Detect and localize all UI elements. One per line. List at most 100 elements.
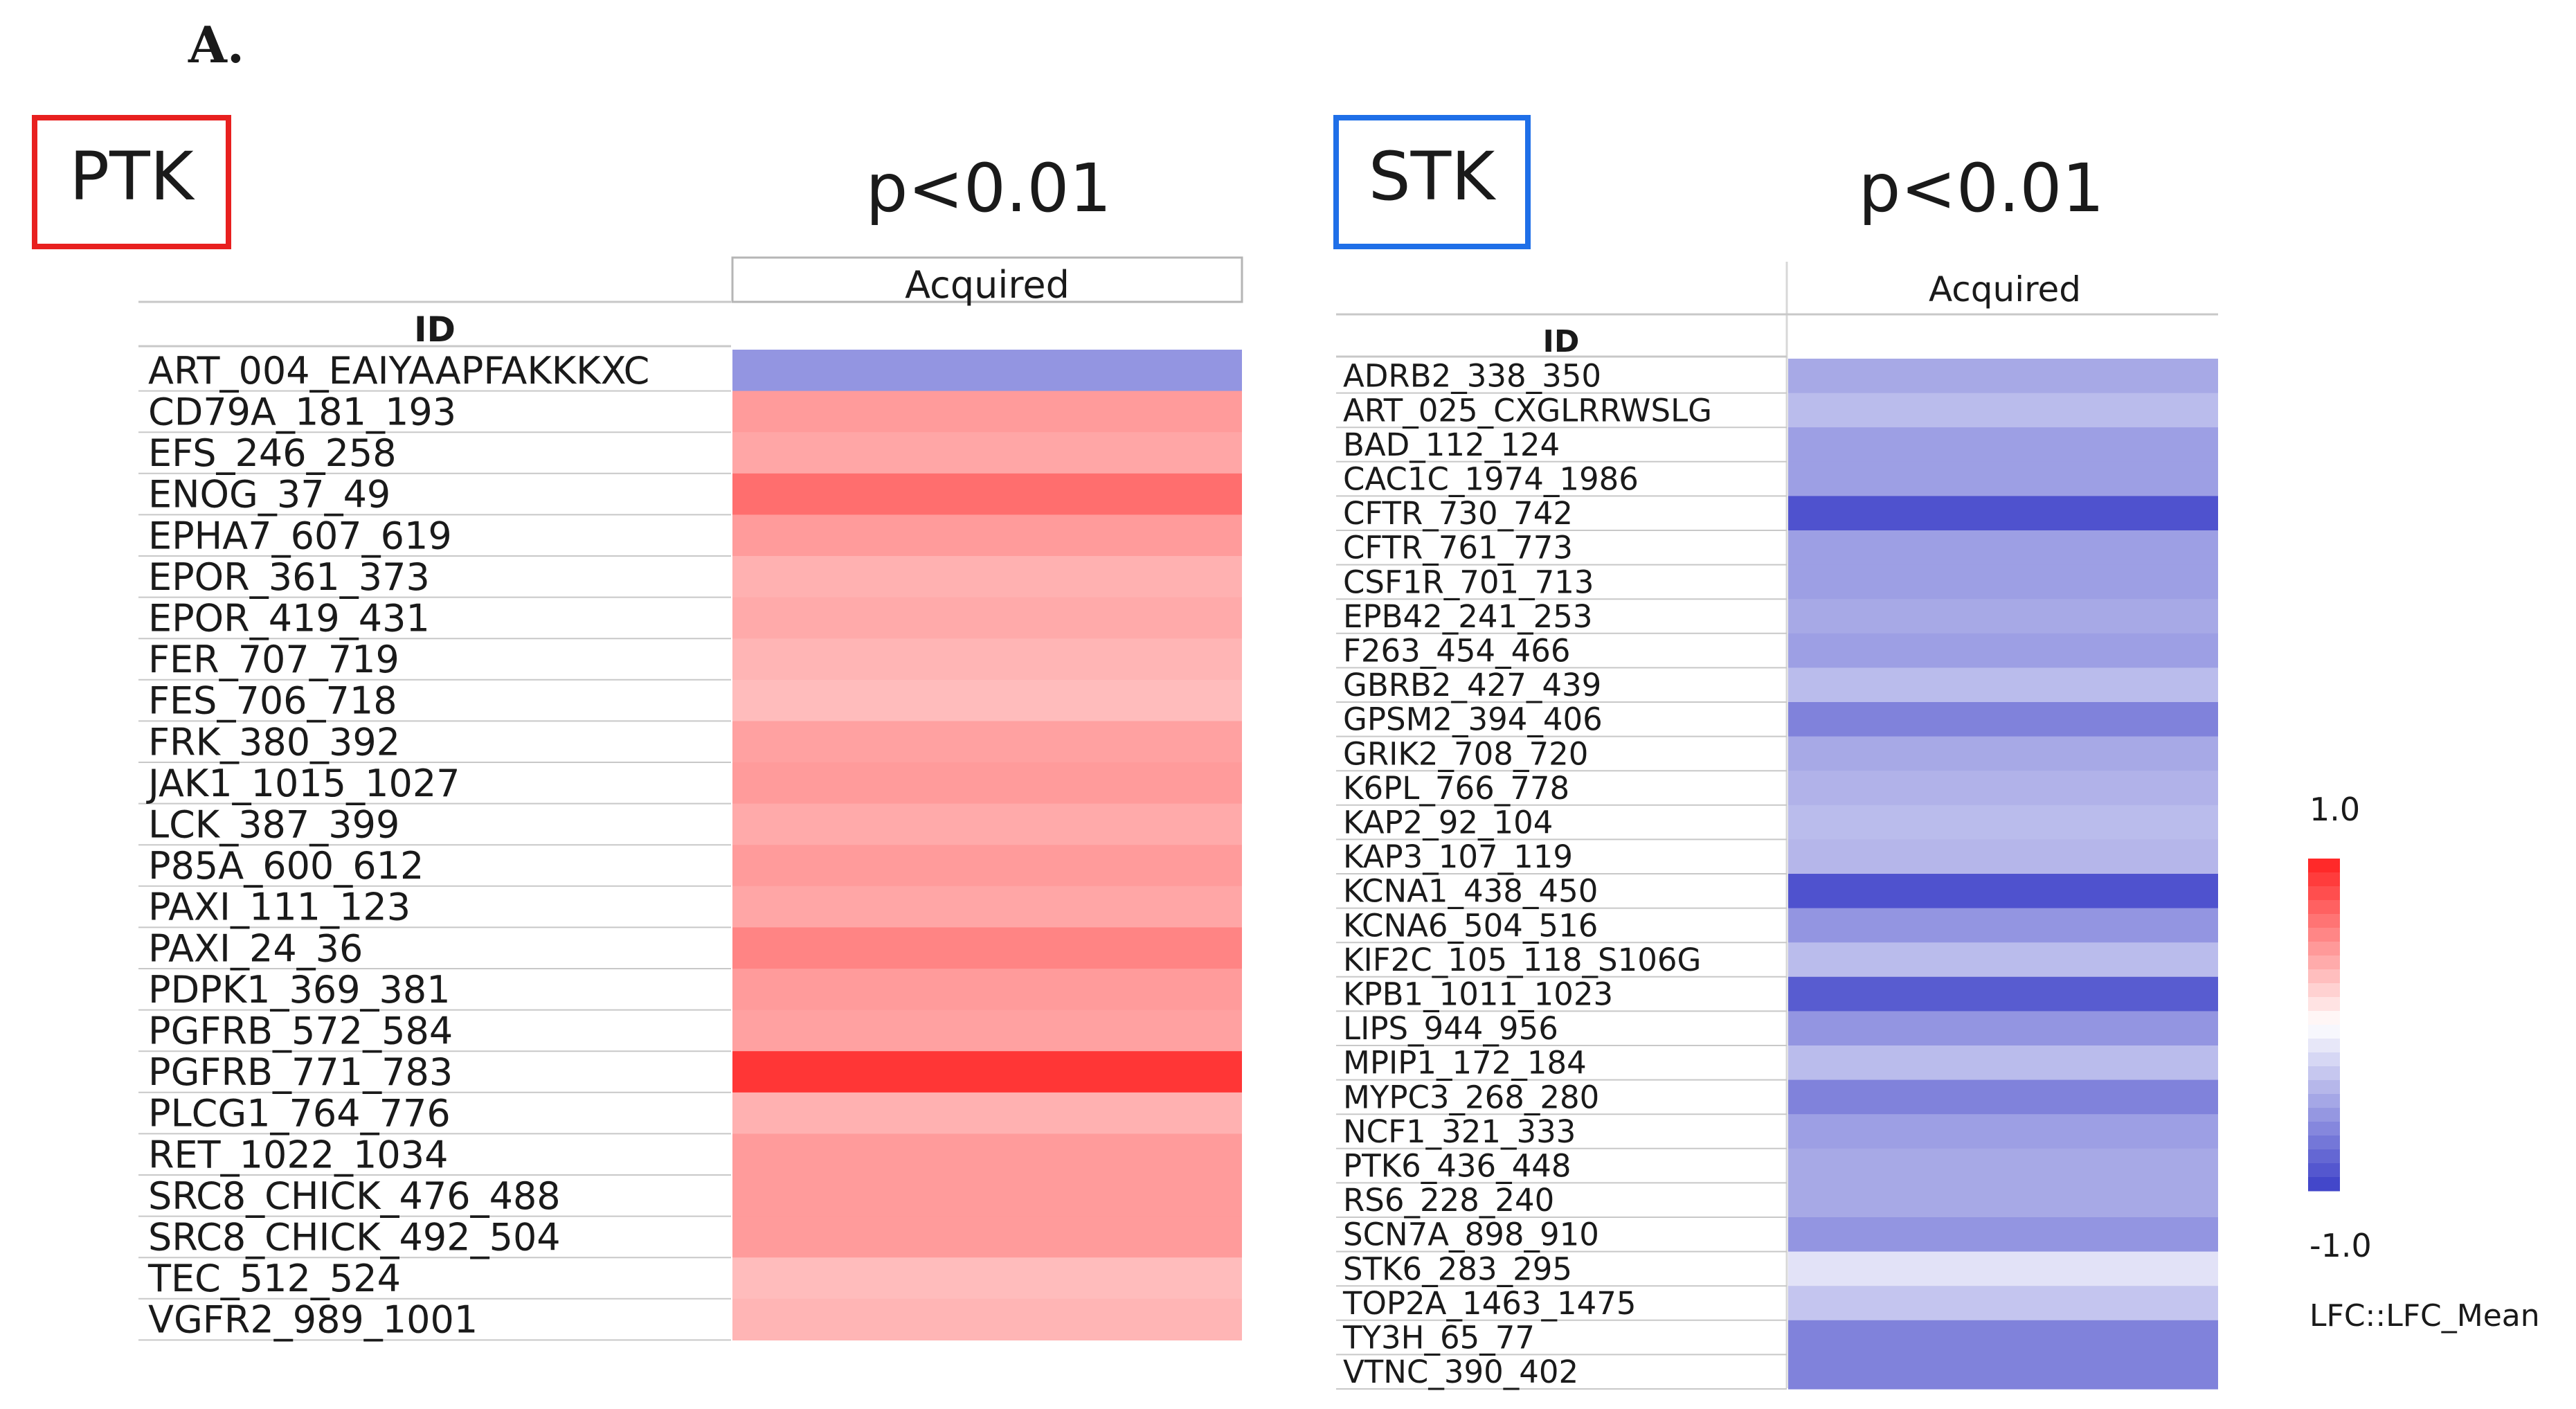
stk-heatmap-cell <box>1788 942 2218 978</box>
ptk-row-label: ART_004_EAIYAAPFAKKKXC <box>148 349 649 393</box>
ptk-heatmap-cell <box>732 845 1242 887</box>
stk-row-label: ADRB2_338_350 <box>1343 358 1601 395</box>
ptk-heatmap-cell <box>732 1175 1242 1217</box>
stk-row-label: CFTR_761_773 <box>1343 530 1573 566</box>
colorbar-step <box>2308 969 2340 984</box>
ptk-row-label: FER_707_719 <box>148 638 399 681</box>
stk-row-label: NCF1_321_333 <box>1343 1113 1576 1150</box>
ptk-row-label: TEC_512_524 <box>147 1257 401 1300</box>
stk-row-label: KAP2_92_104 <box>1343 804 1553 841</box>
stk-heatmap-cell <box>1788 1183 2218 1218</box>
stk-row-label: F263_454_466 <box>1343 632 1571 669</box>
ptk-heatmap-cell <box>732 1216 1242 1258</box>
stk-heatmap-cell <box>1788 564 2218 600</box>
stk-heatmap-cell <box>1788 427 2218 463</box>
stk-heatmap-cell <box>1788 599 2218 634</box>
ptk-heatmap-cell <box>732 391 1242 433</box>
stk-row-label: GRIK2_708_720 <box>1343 735 1588 772</box>
stk-heatmap-cell <box>1788 530 2218 566</box>
ptk-row-label: PLCG1_764_776 <box>148 1092 451 1136</box>
stk-row-label: KAP3_107_119 <box>1343 838 1573 875</box>
stk-heatmap-cell <box>1788 874 2218 909</box>
colorbar-metric-label: LFC::LFC_Mean <box>2309 1298 2540 1334</box>
ptk-row-label: PDPK1_369_381 <box>148 968 451 1012</box>
stk-row-label: KCNA6_504_516 <box>1343 907 1598 944</box>
stk-row-label: GPSM2_394_406 <box>1343 701 1603 738</box>
ptk-row-label: SRC8_CHICK_476_488 <box>148 1174 561 1218</box>
stk-row-label: SCN7A_898_910 <box>1343 1217 1599 1253</box>
ptk-row-label: PAXI_111_123 <box>148 886 411 929</box>
stk-row-label: RS6_228_240 <box>1343 1182 1554 1219</box>
stk-heatmap-cell <box>1788 702 2218 737</box>
stk-heatmap-cell <box>1788 1354 2218 1390</box>
ptk-heatmap-cell <box>732 1257 1242 1300</box>
stk-heatmap-cell <box>1788 1045 2218 1081</box>
ptk-heatmap-cell <box>732 927 1242 969</box>
stk-row-label: BAD_112_124 <box>1343 427 1560 463</box>
stk-row-label: MYPC3_268_280 <box>1343 1079 1599 1115</box>
ptk-row-label: FES_706_718 <box>148 679 397 723</box>
ptk-heatmap-cell <box>732 1133 1242 1176</box>
ptk-heatmap-cell <box>732 514 1242 557</box>
panel-label: A. <box>188 15 244 74</box>
ptk-column-header-box <box>731 256 1243 303</box>
stk-heatmap-cell <box>1788 1286 2218 1321</box>
colorbar-step <box>2308 1136 2340 1150</box>
stk-row-label: ART_025_CXGLRRWSLG <box>1343 392 1712 429</box>
color-legend: 1.0 -1.0 LFC::LFC_Mean <box>2308 791 2540 1334</box>
colorbar-step <box>2308 900 2340 915</box>
colorbar-step <box>2308 1025 2340 1039</box>
ptk-heatmap: ART_004_EAIYAAPFAKKKXCCD79A_181_193EFS_2… <box>138 349 1242 1342</box>
ptk-heatmap-cell <box>732 1298 1242 1340</box>
stk-column-header: Acquired <box>1929 269 2081 309</box>
colorbar-step <box>2308 983 2340 998</box>
stk-heatmap-cell <box>1788 1217 2218 1253</box>
ptk-row-label: PAXI_24_36 <box>148 926 363 970</box>
stk-row-label: KPB1_1011_1023 <box>1343 976 1613 1012</box>
stk-row-label: GBRB2_427_439 <box>1343 667 1601 703</box>
stk-row-label: K6PL_766_778 <box>1343 770 1569 807</box>
colorbar-step <box>2308 1108 2340 1122</box>
ptk-heatmap-cell <box>732 803 1242 845</box>
ptk-title: PTK <box>69 138 195 215</box>
stk-heatmap-cell <box>1788 1148 2218 1183</box>
ptk-row-label: EPOR_419_431 <box>148 596 430 640</box>
stk-row-label: KIF2C_105_118_S106G <box>1343 942 1701 978</box>
stk-row-label: TOP2A_1463_1475 <box>1342 1285 1637 1322</box>
stk-heatmap-cell <box>1788 667 2218 703</box>
stk-row-label: LIPS_944_956 <box>1343 1010 1558 1047</box>
ptk-id-header: ID <box>414 309 456 350</box>
stk-heatmap-cell <box>1788 908 2218 943</box>
ptk-row-label: P85A_600_612 <box>148 844 424 888</box>
ptk-row-label: ENOG_37_49 <box>148 473 390 517</box>
stk-heatmap-cell <box>1788 1251 2218 1286</box>
ptk-heatmap-cell <box>732 1092 1242 1134</box>
ptk-heatmap-cell <box>732 679 1242 721</box>
ptk-row-label: LCK_387_399 <box>148 802 399 846</box>
stk-heatmap-cell <box>1788 976 2218 1012</box>
stk-heatmap-cell <box>1788 461 2218 496</box>
colorbar-step <box>2308 928 2340 942</box>
stk-heatmap: ADRB2_338_350ART_025_CXGLRRWSLGBAD_112_1… <box>1336 358 2218 1390</box>
stk-heatmap-cell <box>1788 1320 2218 1355</box>
ptk-heatmap-cell <box>732 350 1242 392</box>
stk-heatmap-cell <box>1788 1079 2218 1115</box>
ptk-heatmap-cell <box>732 556 1242 598</box>
stk-heatmap-cell <box>1788 839 2218 874</box>
ptk-row-label: CD79A_181_193 <box>148 390 456 433</box>
stk-row-label: VTNC_390_402 <box>1343 1354 1578 1390</box>
ptk-heatmap-cell <box>732 969 1242 1011</box>
ptk-heatmap-cell <box>732 597 1242 639</box>
colorbar-step <box>2308 1052 2340 1067</box>
colorbar-step <box>2308 1163 2340 1178</box>
stk-heatmap-cell <box>1788 359 2218 394</box>
colorbar-step <box>2308 1011 2340 1025</box>
ptk-panel: PTK p<0.01 Acquired ID ART_004_EAIYAAPFA… <box>32 115 1243 1342</box>
stk-row-label: MPIP1_172_184 <box>1343 1045 1587 1082</box>
colorbar <box>2308 859 2340 1192</box>
stk-heatmap-cell <box>1788 805 2218 840</box>
ptk-heatmap-cell <box>732 762 1242 805</box>
colorbar-step <box>2308 886 2340 901</box>
colorbar-step <box>2308 997 2340 1012</box>
stk-heatmap-cell <box>1788 1011 2218 1046</box>
